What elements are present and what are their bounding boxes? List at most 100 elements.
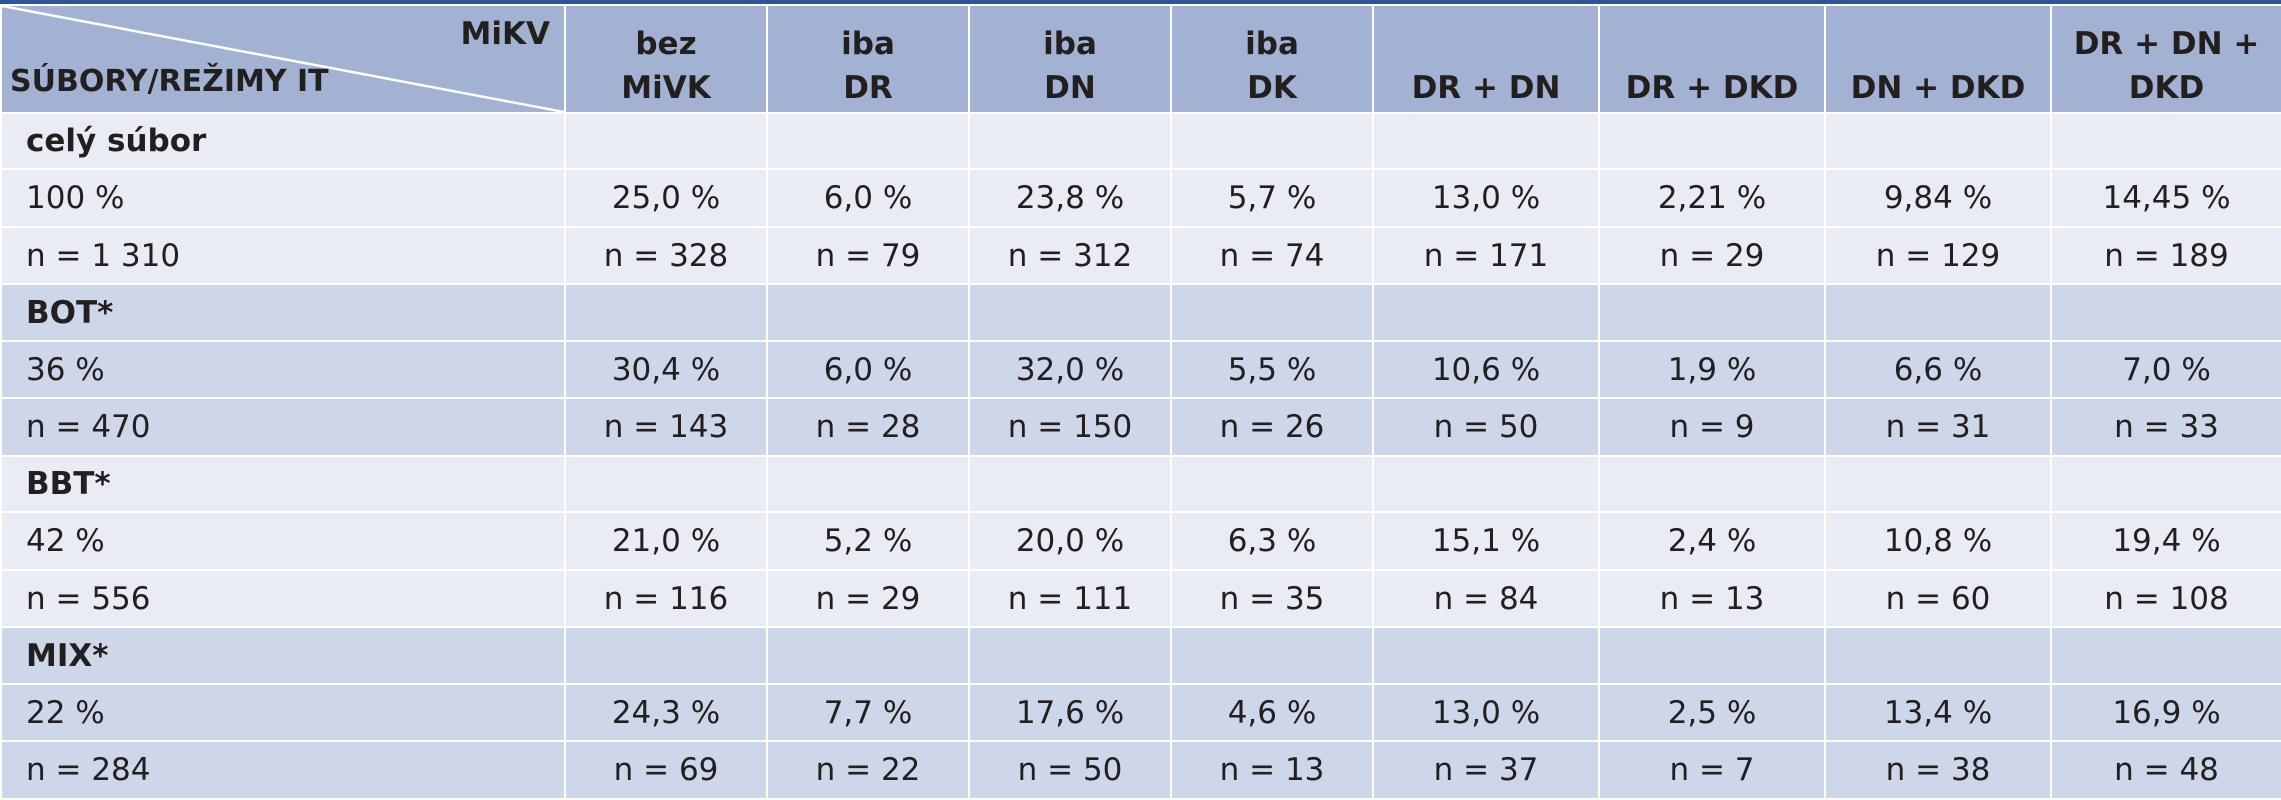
percent-cell: 15,1 % <box>1372 511 1600 571</box>
percent-cell: 5,5 % <box>1170 339 1374 400</box>
corner-header: MiKV SÚBORY/REŽIMY IT <box>0 4 566 114</box>
percent-row-label: 22 % <box>0 682 566 743</box>
percent-cell: 4,6 % <box>1170 682 1374 743</box>
count-cell: n = 74 <box>1170 225 1374 286</box>
top-rule <box>0 0 2281 4</box>
column-header: bez MiVK <box>564 4 768 114</box>
column-header: iba DN <box>968 4 1172 114</box>
count-cell: n = 37 <box>1372 740 1600 800</box>
empty-cell <box>1170 283 1374 342</box>
empty-cell <box>2050 283 2281 342</box>
percent-cell: 7,0 % <box>2050 339 2281 400</box>
count-row-label: n = 470 <box>0 397 566 457</box>
empty-cell <box>1598 626 1826 685</box>
empty-cell <box>2050 454 2281 514</box>
percent-cell: 5,7 % <box>1170 168 1374 228</box>
empty-cell <box>1170 454 1374 514</box>
count-cell: n = 60 <box>1824 568 2052 629</box>
corner-top-label: MiKV <box>460 16 551 52</box>
count-cell: n = 29 <box>1598 225 1826 286</box>
empty-cell <box>766 454 970 514</box>
column-header: iba DR <box>766 4 970 114</box>
empty-cell <box>564 111 768 171</box>
empty-cell <box>766 283 970 342</box>
percent-cell: 9,84 % <box>1824 168 2052 228</box>
count-cell: n = 38 <box>1824 740 2052 800</box>
percent-cell: 2,5 % <box>1598 682 1826 743</box>
group-title-row: MIX* <box>0 626 2281 685</box>
percent-cell: 7,7 % <box>766 682 970 743</box>
count-cell: n = 129 <box>1824 225 2052 286</box>
percent-cell: 24,3 % <box>564 682 768 743</box>
percent-cell: 5,2 % <box>766 511 970 571</box>
count-cell: n = 69 <box>564 740 768 800</box>
percent-row: 36 % 30,4 % 6,0 % 32,0 % 5,5 % 10,6 % 1,9 % 6,6… <box>0 339 2281 400</box>
count-cell: n = 13 <box>1170 740 1374 800</box>
column-header: DN + DKD <box>1824 4 2052 114</box>
group-title-row: celý súbor <box>0 111 2281 171</box>
count-cell: n = 111 <box>968 568 1172 629</box>
column-header: DR + DN + DKD <box>2050 4 2281 114</box>
percent-cell: 2,4 % <box>1598 511 1826 571</box>
group-title: MIX* <box>0 626 566 685</box>
column-header: DR + DKD <box>1598 4 1826 114</box>
percent-cell: 21,0 % <box>564 511 768 571</box>
empty-cell <box>1598 454 1826 514</box>
count-cell: n = 50 <box>968 740 1172 800</box>
count-cell: n = 189 <box>2050 225 2281 286</box>
percent-cell: 6,3 % <box>1170 511 1374 571</box>
empty-cell <box>1824 111 2052 171</box>
count-cell: n = 108 <box>2050 568 2281 629</box>
empty-cell <box>968 283 1172 342</box>
percent-cell: 25,0 % <box>564 168 768 228</box>
percent-cell: 1,9 % <box>1598 339 1826 400</box>
count-cell: n = 29 <box>766 568 970 629</box>
empty-cell <box>1372 283 1600 342</box>
percent-cell: 13,0 % <box>1372 682 1600 743</box>
count-cell: n = 7 <box>1598 740 1826 800</box>
diagonal-divider <box>2 6 564 112</box>
percent-cell: 20,0 % <box>968 511 1172 571</box>
empty-cell <box>1824 454 2052 514</box>
count-cell: n = 33 <box>2050 397 2281 457</box>
empty-cell <box>1598 111 1826 171</box>
percent-cell: 30,4 % <box>564 339 768 400</box>
count-row: n = 284 n = 69 n = 22 n = 50 n = 13 n = 37 n =… <box>0 740 2281 800</box>
empty-cell <box>1824 283 2052 342</box>
count-cell: n = 116 <box>564 568 768 629</box>
group-title-row: BBT* <box>0 454 2281 514</box>
corner-bottom-label: SÚBORY/REŽIMY IT <box>10 64 329 99</box>
count-cell: n = 48 <box>2050 740 2281 800</box>
empty-cell <box>1372 626 1600 685</box>
empty-cell <box>2050 626 2281 685</box>
header-row: MiKV SÚBORY/REŽIMY IT bez MiVK iba DR iba D… <box>0 4 2281 114</box>
empty-cell <box>1170 111 1374 171</box>
empty-cell <box>968 111 1172 171</box>
percent-cell: 17,6 % <box>968 682 1172 743</box>
group-title: BBT* <box>0 454 566 514</box>
count-row-label: n = 284 <box>0 740 566 800</box>
percent-cell: 19,4 % <box>2050 511 2281 571</box>
empty-cell <box>1598 283 1826 342</box>
percent-row: 22 % 24,3 % 7,7 % 17,6 % 4,6 % 13,0 % 2,5 % 13,… <box>0 682 2281 743</box>
percent-cell: 13,4 % <box>1824 682 2052 743</box>
count-cell: n = 150 <box>968 397 1172 457</box>
percent-cell: 10,8 % <box>1824 511 2052 571</box>
count-cell: n = 312 <box>968 225 1172 286</box>
count-cell: n = 84 <box>1372 568 1600 629</box>
count-row: n = 1 310 n = 328 n = 79 n = 312 n = 74 n = 1… <box>0 225 2281 286</box>
percent-cell: 13,0 % <box>1372 168 1600 228</box>
empty-cell <box>968 454 1172 514</box>
empty-cell <box>2050 111 2281 171</box>
percent-cell: 14,45 % <box>2050 168 2281 228</box>
count-row: n = 470 n = 143 n = 28 n = 150 n = 26 n = 50 n… <box>0 397 2281 457</box>
percent-row: 100 % 25,0 % 6,0 % 23,8 % 5,7 % 13,0 % 2,21 % 9… <box>0 168 2281 228</box>
empty-cell <box>766 626 970 685</box>
count-cell: n = 50 <box>1372 397 1600 457</box>
percent-cell: 6,0 % <box>766 339 970 400</box>
count-cell: n = 22 <box>766 740 970 800</box>
column-header: iba DK <box>1170 4 1374 114</box>
empty-cell <box>564 626 768 685</box>
empty-cell <box>564 283 768 342</box>
empty-cell <box>1372 454 1600 514</box>
